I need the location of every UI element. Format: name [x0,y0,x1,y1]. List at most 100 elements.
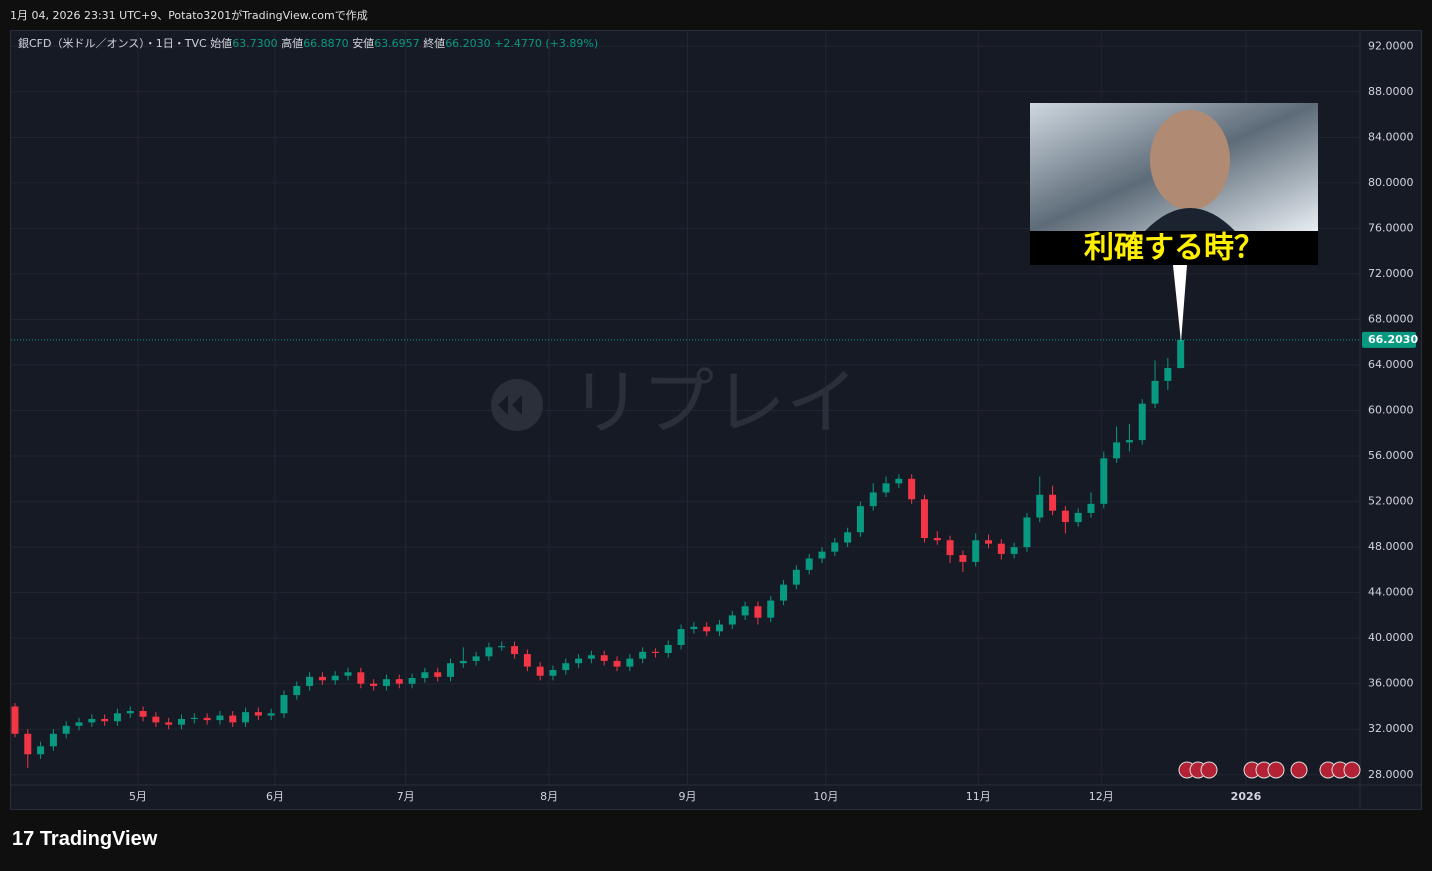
candle-body [49,733,57,747]
y-tick-label: 68.0000 [1368,312,1414,325]
candle-body [1164,368,1172,381]
x-tick-label: 9月 [678,790,696,803]
candle-body [318,676,326,681]
y-tick-label: 92.0000 [1368,39,1414,52]
candle-body [177,718,185,725]
y-tick-label: 36.0000 [1368,677,1414,690]
y-tick-label: 32.0000 [1368,722,1414,735]
event-icon[interactable] [1290,761,1308,779]
candle-body [869,492,877,507]
candle-body [1061,510,1069,523]
candle-body [818,551,826,559]
candle-body [523,654,531,667]
low-value: 63.6957 [374,37,420,50]
candle-body [498,646,506,648]
last-price-label: 66.2030 [1368,333,1418,346]
candle-body [1100,458,1108,504]
candle-body [62,725,70,734]
candle-body [344,672,352,676]
y-tick-label: 48.0000 [1368,540,1414,553]
candle-body [1138,403,1146,441]
y-tick-label: 80.0000 [1368,176,1414,189]
candle-body [792,569,800,585]
watermark: リプレイ [570,361,858,445]
candle-body [805,558,813,570]
logo-text: TradingView [39,828,158,850]
candle-body [152,716,160,723]
candle-body [946,540,954,556]
event-icon[interactable] [1343,761,1361,779]
event-icons [1178,761,1361,779]
candle-body [1023,517,1031,548]
logo[interactable]: 17 TradingView [12,828,158,850]
x-tick-label: 5月 [129,790,147,803]
candle-body [447,663,455,677]
candle-body [331,675,339,681]
candle-body [754,606,762,618]
candle-body [895,478,903,484]
close-label: 終値 [423,37,446,50]
thumbnail-face [1150,110,1230,210]
candle-body [959,555,967,562]
candle-body [651,651,659,653]
candle-body [1125,440,1133,443]
candle-body [395,679,403,684]
last-price-tag [1362,331,1416,348]
candle-body [1087,503,1095,513]
y-tick-label: 44.0000 [1368,586,1414,599]
candle-body [972,540,980,562]
y-tick-label: 76.0000 [1368,221,1414,234]
candle-body [1151,380,1159,404]
candle-body [933,537,941,541]
candle-body [985,540,993,544]
candle-body [37,746,45,755]
candle-body [434,672,442,677]
event-icon[interactable] [1267,761,1285,779]
created-note: 1月 04, 2026 23:31 UTC+9、Potato3201がTradi… [10,9,368,22]
y-tick-label: 40.0000 [1368,631,1414,644]
caption-box [1030,231,1318,265]
candle-body [831,542,839,552]
x-tick-label: 7月 [397,790,415,803]
x-tick-label: 11月 [966,790,991,803]
y-tick-label: 56.0000 [1368,449,1414,462]
candle-body [113,713,121,722]
candle-body [587,655,595,659]
candle-body [741,606,749,616]
candle-body [408,678,416,684]
candle-body [267,713,275,716]
candle-body [600,655,608,661]
candle-body [997,543,1005,554]
candle-body [254,712,262,716]
open-value: 63.7300 [232,37,278,50]
y-tick-label: 84.0000 [1368,130,1414,143]
candle-body [844,532,852,543]
y-tick-label: 52.0000 [1368,495,1414,508]
candle-body [626,658,634,667]
candle-body [101,718,109,722]
candle-body [485,647,493,657]
watermark-icon-glyph [498,395,522,415]
y-tick-label: 28.0000 [1368,768,1414,781]
candle-body [728,615,736,625]
candle-body [780,584,788,601]
change: +2.4770 (+3.89%) [494,37,599,50]
event-icon[interactable] [1200,761,1218,779]
x-tick-label: 8月 [540,790,558,803]
candle-body [280,695,288,714]
candle-body [75,722,83,726]
y-tick-label: 64.0000 [1368,358,1414,371]
candle-body [11,706,19,734]
close-value: 66.2030 [445,37,491,50]
candle-body [536,666,544,676]
candle-body [882,483,890,493]
candle-body [856,506,864,533]
candle-body [216,715,224,721]
candle-body [293,685,301,696]
symbol[interactable]: 銀CFD（米ドル／オンス）・1日・TVC [18,37,207,50]
candle-body [126,711,134,714]
x-tick-label: 6月 [266,790,284,803]
candle-body [767,600,775,618]
candle-body [908,478,916,500]
